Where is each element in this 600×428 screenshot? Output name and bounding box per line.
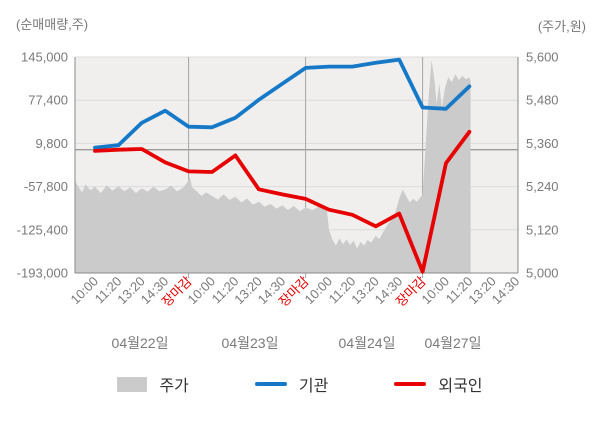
legend-item-price: 주가: [117, 372, 189, 396]
left-axis-tick-label: 9,800: [35, 136, 68, 151]
x-day-label: 04월24일: [339, 335, 396, 351]
chart-canvas: 145,000 77,400 9,800 -57,800 -125,400 -193,00…: [17, 50, 559, 352]
right-axis-tick-label: 5,120: [526, 222, 559, 237]
left-axis-tick-label: 145,000: [21, 50, 68, 65]
legend-item-foreigner: 외국인: [394, 372, 483, 396]
right-axis-tick-label: 5,360: [526, 136, 559, 151]
price-area-swatch: [117, 376, 148, 392]
legend-label-price: 주가: [159, 378, 189, 395]
right-axis-tick-label: 5,480: [526, 93, 559, 108]
institution-line-series: [93, 57, 472, 150]
right-axis-tick-label: 5,000: [526, 266, 559, 281]
left-axis-tick-label: -125,400: [17, 222, 68, 237]
foreigner-line-swatch: [394, 382, 427, 386]
price-area-series: [75, 59, 471, 274]
x-day-label: 04월27일: [425, 335, 482, 351]
chart-legend: 주가 기관 외국인: [0, 372, 600, 396]
left-axis-title: (순매매량,주): [16, 17, 89, 32]
right-axis-tick-label: 5,240: [526, 179, 559, 194]
legend-item-institution: 기관: [254, 372, 329, 396]
x-day-label: 04월22일: [112, 335, 169, 351]
foreigner-line-series: [93, 129, 472, 274]
left-axis-tick-label: -57,800: [24, 179, 68, 194]
x-day-label: 04월23일: [222, 335, 279, 351]
institution-line-swatch: [254, 382, 287, 386]
x-tick-label-time: 14:30: [489, 274, 523, 308]
right-axis-tick-label: 5,600: [526, 50, 559, 65]
legend-label-foreigner: 외국인: [438, 378, 483, 395]
right-axis-title: (주가,원): [537, 19, 586, 34]
left-axis-tick-label: 77,400: [28, 93, 68, 108]
legend-label-institution: 기관: [298, 378, 329, 395]
left-axis-tick-label: -193,000: [17, 266, 68, 281]
